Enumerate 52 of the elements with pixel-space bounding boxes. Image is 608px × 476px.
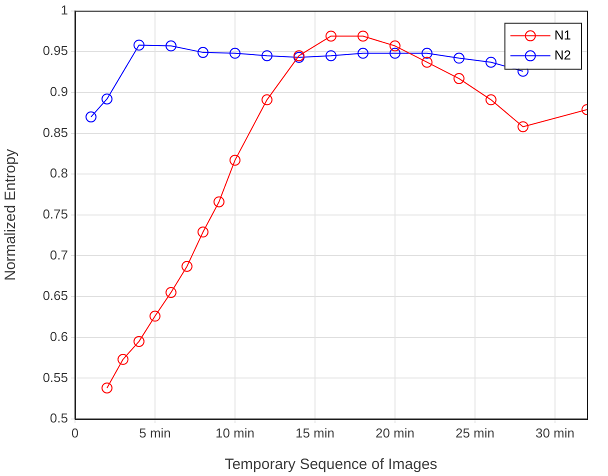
point: [86, 111, 96, 122]
y-tick-label: 0.8: [50, 166, 68, 181]
point: [486, 94, 496, 106]
x-tick-label: 10 min: [215, 425, 255, 440]
point: [518, 121, 528, 132]
point: [198, 226, 208, 238]
y-axis-title: Normalized Entropy: [2, 148, 20, 281]
y-tick-label: 0.5: [50, 410, 68, 426]
point: [198, 46, 208, 58]
x-tick-label: 30 min: [535, 425, 575, 440]
y-tick-label: 0.6: [50, 328, 68, 344]
point: [166, 286, 176, 298]
point: [262, 94, 272, 106]
y-tick-label: 0.95: [42, 43, 68, 58]
x-tick-label: 0: [71, 425, 79, 440]
y-tick-label: 0.65: [42, 288, 68, 304]
point: [390, 40, 400, 52]
point: [102, 382, 112, 394]
y-tick-label: 1: [60, 2, 68, 18]
point: [262, 50, 272, 62]
point: [230, 48, 240, 59]
point: [214, 196, 224, 208]
y-tick-label: 0.75: [42, 206, 68, 222]
point: [230, 154, 240, 166]
point: [102, 93, 112, 104]
point: [358, 48, 368, 59]
x-tick-label: 20 min: [375, 425, 415, 440]
point: [166, 40, 176, 52]
point: [326, 50, 336, 62]
point: [454, 52, 464, 64]
point: [150, 310, 160, 322]
y-tick-label: 0.55: [42, 370, 68, 385]
y-tick-label: 0.9: [50, 84, 68, 100]
legend-label: N1: [554, 27, 572, 42]
point: [118, 354, 128, 365]
point: [182, 260, 192, 272]
point: [134, 336, 144, 347]
point: [326, 30, 336, 42]
point: [422, 56, 432, 68]
x-axis-title: Temporary Sequence of Images: [224, 456, 438, 474]
legend-label: N2: [554, 47, 572, 62]
point: [422, 48, 432, 59]
x-tick-label: 5 min: [139, 425, 171, 440]
point: [454, 73, 464, 84]
x-tick-label: 15 min: [295, 425, 335, 440]
point: [486, 56, 496, 68]
point: [358, 30, 368, 42]
y-tick-label: 0.7: [50, 247, 68, 262]
point: [390, 48, 400, 59]
point: [134, 40, 144, 51]
x-tick-label: 25 min: [455, 425, 495, 440]
y-tick-label: 0.85: [42, 124, 68, 140]
